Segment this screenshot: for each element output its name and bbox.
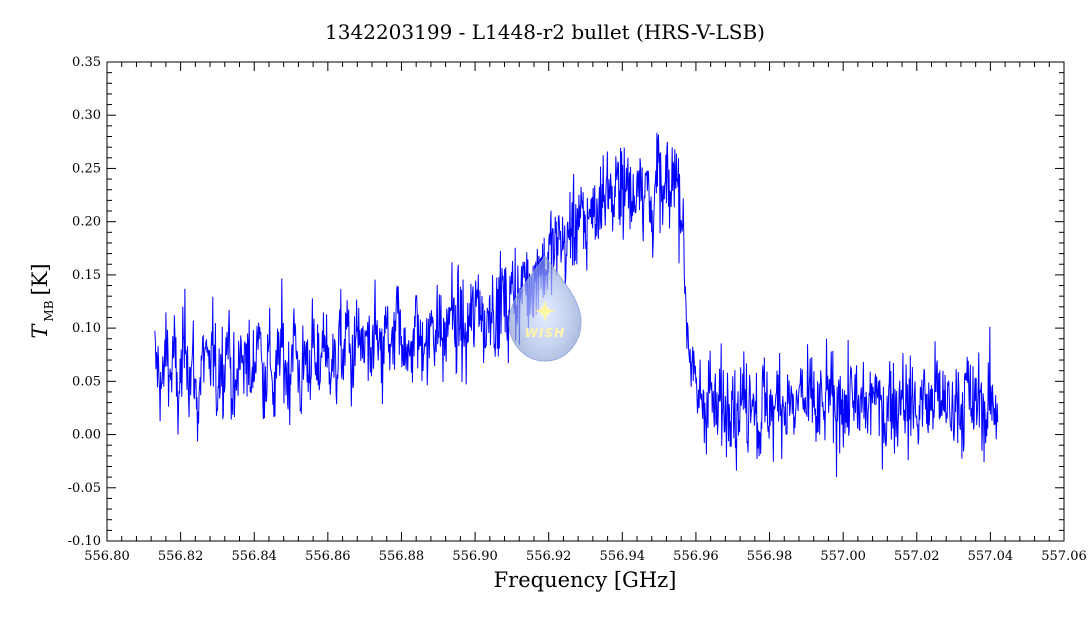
y-tick-label: 0.10	[72, 321, 101, 336]
y-axis-subscript: MB	[42, 300, 56, 321]
x-axis-title: Frequency [GHz]	[494, 568, 677, 592]
y-tick-label: 0.20	[72, 215, 101, 230]
x-tick-label: 556.82	[158, 549, 204, 564]
x-tick-label: 556.88	[379, 549, 425, 564]
x-tick-label: 557.02	[894, 549, 940, 564]
y-tick-label: 0.05	[72, 374, 101, 389]
x-tick-label: 556.92	[526, 549, 572, 564]
x-tick-label: 556.86	[305, 549, 351, 564]
x-tick-label: 556.84	[231, 549, 277, 564]
x-tick-label: 556.96	[673, 549, 719, 564]
x-tick-label: 557.06	[1041, 549, 1087, 564]
y-axis-unit: [K]	[28, 263, 52, 295]
y-tick-label: 0.25	[72, 161, 101, 176]
y-axis-symbol: T	[28, 323, 52, 339]
svg-text:TMB[K]: T MB [K]	[28, 263, 56, 338]
star-icon	[534, 300, 556, 322]
x-tick-label: 556.90	[452, 549, 498, 564]
x-tick-label: 556.94	[600, 549, 646, 564]
x-tick-label: 556.80	[84, 549, 130, 564]
y-tick-label: 0.15	[72, 268, 101, 283]
y-tick-label: 0.35	[72, 55, 101, 70]
axis-ticks	[106, 61, 1065, 542]
x-tick-labels: 556.80 556.82 556.84 556.86 556.88 556.90 556.…	[84, 549, 1087, 564]
x-tick-label: 557.00	[820, 549, 866, 564]
chart-title: 1342203199 - L1448-r2 bullet (HRS-V-LSB)	[325, 20, 765, 44]
y-tick-label: 0.00	[72, 428, 101, 443]
plot-frame	[106, 61, 1065, 542]
y-axis-title: T MB [K]	[28, 263, 56, 338]
x-tick-label: 556.98	[747, 549, 793, 564]
wish-logo-text: WISH	[525, 326, 565, 340]
spectrum-line	[154, 132, 999, 477]
y-tick-label: 0.30	[72, 108, 101, 123]
y-tick-labels: -0.10 -0.05 0.00 0.05 0.10 0.15 0.20 0.25 0.30 0.…	[68, 55, 101, 549]
x-tick-label: 557.04	[968, 549, 1014, 564]
y-tick-label: -0.10	[68, 534, 101, 549]
wish-logo: WISH	[508, 255, 582, 362]
y-tick-label: -0.05	[68, 481, 101, 496]
